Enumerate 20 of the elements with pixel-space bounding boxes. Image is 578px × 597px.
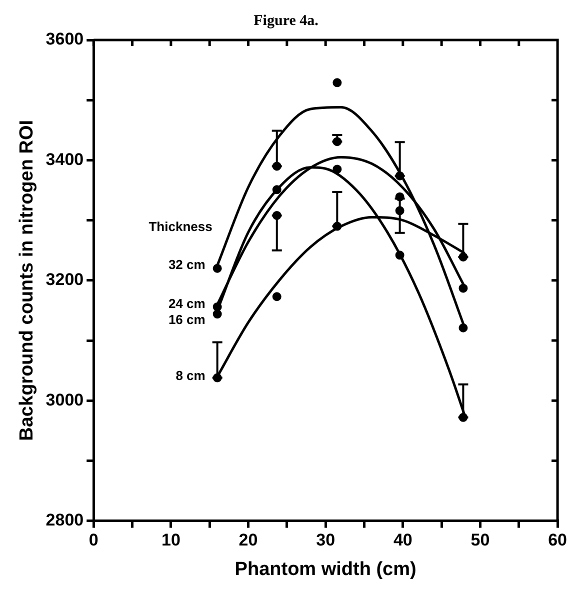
- y-tick-label: 2800: [46, 510, 84, 530]
- x-tick-label: 0: [88, 530, 98, 550]
- y-tick-label: 3200: [46, 270, 84, 290]
- x-tick-label: 20: [238, 530, 258, 550]
- y-tick-label: 3000: [46, 390, 84, 410]
- y-tick-label: 3400: [46, 150, 84, 169]
- x-tick-label: 60: [548, 530, 568, 550]
- x-tick-label: 40: [393, 530, 412, 550]
- series-label: 32 cm: [168, 256, 206, 272]
- legend-title: Thickness: [148, 218, 212, 234]
- x-tick-label: 30: [316, 530, 336, 550]
- x-tick-label: 50: [470, 530, 490, 550]
- x-tick-label: 10: [161, 530, 180, 550]
- chart-title: Figure 4a.: [254, 12, 319, 29]
- series-label: 24 cm: [168, 296, 206, 312]
- y-tick-label: 3600: [46, 30, 84, 49]
- x-axis-title: Phantom width (cm): [234, 558, 416, 580]
- series-label: 8 cm: [176, 368, 206, 384]
- series-label: 16 cm: [168, 312, 206, 328]
- y-axis-title: Background counts in nitrogen ROI: [16, 120, 38, 441]
